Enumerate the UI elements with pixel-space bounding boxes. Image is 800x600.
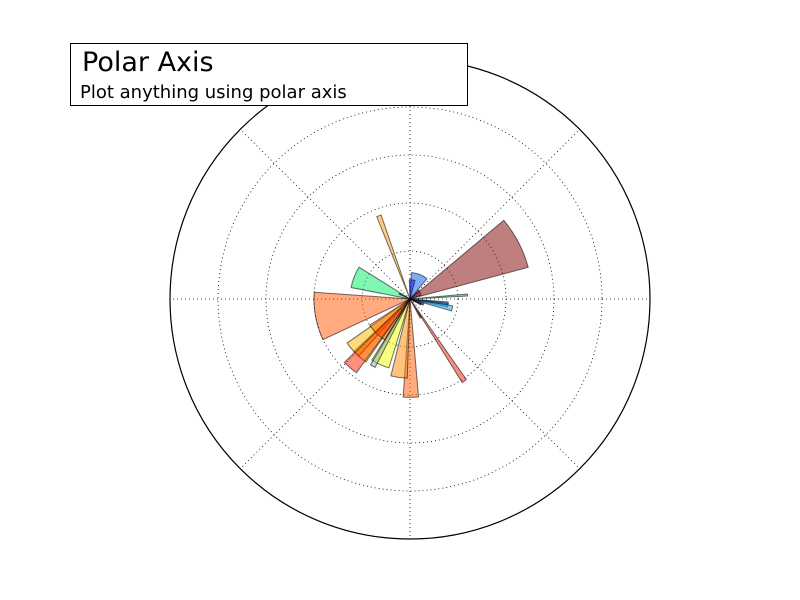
polar-bar <box>409 298 422 306</box>
angular-gridline <box>409 129 580 300</box>
polar-bar <box>376 214 411 300</box>
title-box: Polar Axis Plot anything using polar axi… <box>70 43 468 106</box>
polar-bar <box>409 272 428 301</box>
polar-bar <box>369 298 411 369</box>
polar-bar <box>343 298 411 374</box>
polar-bar <box>409 219 529 300</box>
polar-bar <box>409 298 468 384</box>
angular-gridline <box>240 129 411 300</box>
polar-bar <box>350 266 411 300</box>
chart-title: Polar Axis <box>82 47 214 78</box>
polar-bar <box>398 292 411 300</box>
polar-bars <box>313 214 529 398</box>
angular-gridline <box>409 298 580 469</box>
polar-bar <box>408 279 416 300</box>
chart-subtitle: Plot anything using polar axis <box>80 82 347 103</box>
polar-bar <box>313 291 412 341</box>
polar-bar <box>409 298 422 319</box>
polar-bar <box>390 298 411 379</box>
polar-bar <box>409 293 469 300</box>
